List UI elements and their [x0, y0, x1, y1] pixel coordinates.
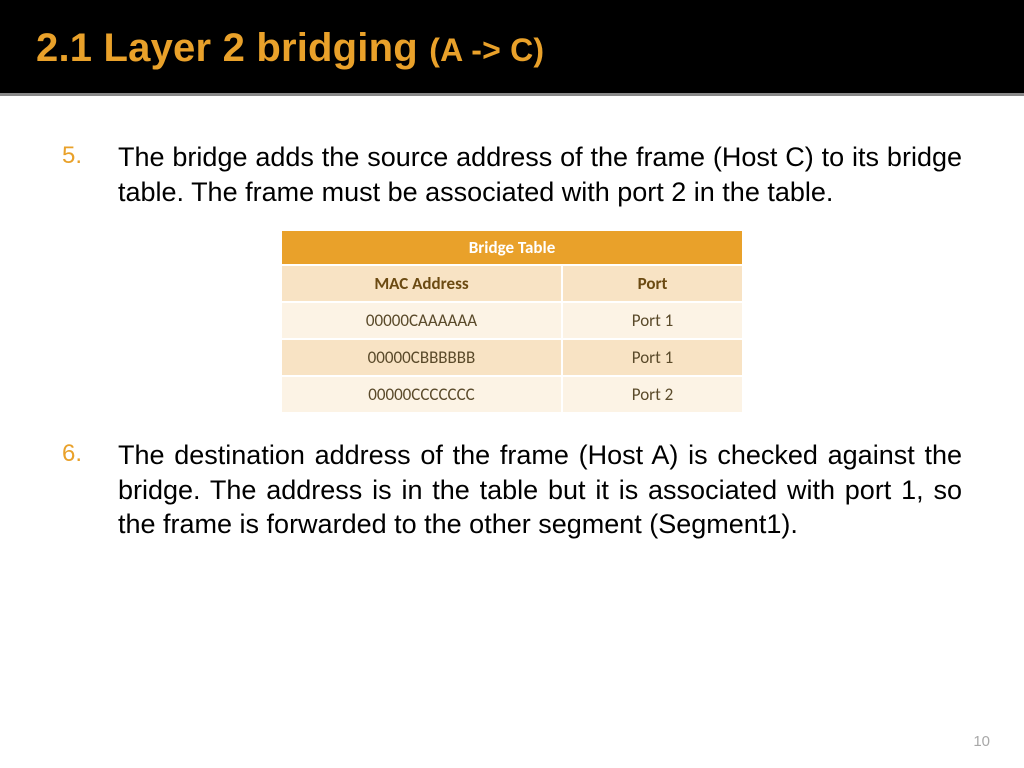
- title-sub: (A -> C): [429, 32, 544, 68]
- table-row: 00000CCCCCCC Port 2: [282, 376, 742, 412]
- table-row: 00000CAAAAAA Port 1: [282, 302, 742, 339]
- list-text: The bridge adds the source address of th…: [118, 140, 962, 209]
- list-text: The destination address of the frame (Ho…: [118, 438, 962, 542]
- table-cell: Port 2: [562, 376, 742, 412]
- table-col-header: Port: [562, 265, 742, 302]
- page-number: 10: [973, 733, 990, 750]
- slide: 2.1 Layer 2 bridging (A -> C) 5. The bri…: [0, 0, 1024, 768]
- table-row: 00000CBBBBBB Port 1: [282, 339, 742, 376]
- slide-content: 5. The bridge adds the source address of…: [0, 96, 1024, 542]
- bridge-table: Bridge Table MAC Address Port 00000CAAAA…: [282, 231, 742, 412]
- list-number: 6.: [62, 438, 118, 542]
- list-number: 5.: [62, 140, 118, 209]
- table-header-row: MAC Address Port: [282, 265, 742, 302]
- table-col-header: MAC Address: [282, 265, 562, 302]
- list-item: 5. The bridge adds the source address of…: [62, 140, 962, 209]
- bridge-table-wrap: Bridge Table MAC Address Port 00000CAAAA…: [62, 231, 962, 412]
- slide-title: 2.1 Layer 2 bridging (A -> C): [36, 26, 988, 71]
- table-cell: 00000CAAAAAA: [282, 302, 562, 339]
- slide-header: 2.1 Layer 2 bridging (A -> C): [0, 0, 1024, 96]
- list-item: 6. The destination address of the frame …: [62, 438, 962, 542]
- table-title-row: Bridge Table: [282, 231, 742, 265]
- title-main: 2.1 Layer 2 bridging: [36, 26, 429, 70]
- table-cell: 00000CBBBBBB: [282, 339, 562, 376]
- table-cell: Port 1: [562, 339, 742, 376]
- table-cell: Port 1: [562, 302, 742, 339]
- table-cell: 00000CCCCCCC: [282, 376, 562, 412]
- table-title: Bridge Table: [282, 231, 742, 265]
